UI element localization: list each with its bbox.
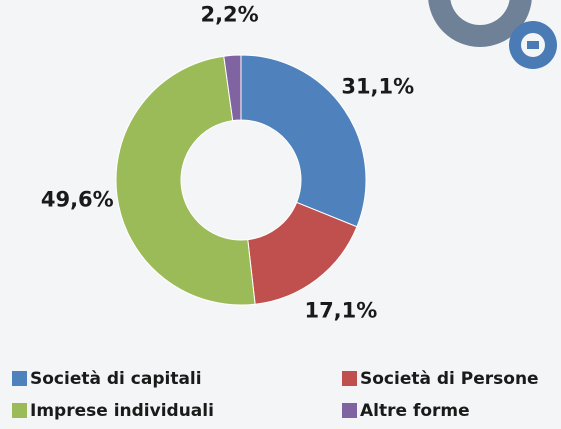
legend-swatch <box>342 403 357 418</box>
donut-slice <box>223 54 242 122</box>
legend-swatch <box>12 371 27 386</box>
legend-label: Società di Persone <box>360 369 539 389</box>
data-label: 31,1% <box>341 75 414 99</box>
legend-label: Altre forme <box>360 401 470 421</box>
data-label: 2,2% <box>200 2 258 26</box>
gear-icon <box>428 0 557 69</box>
data-label: 17,1% <box>304 298 377 322</box>
donut-slice <box>115 55 256 306</box>
legend-label: Società di capitali <box>30 369 202 389</box>
legend-swatch <box>12 403 27 418</box>
donut-slice <box>247 201 358 305</box>
donut-slice <box>240 54 367 228</box>
data-label: 49,6% <box>41 188 114 212</box>
legend-swatch <box>342 371 357 386</box>
legend-label: Imprese individuali <box>30 401 214 421</box>
